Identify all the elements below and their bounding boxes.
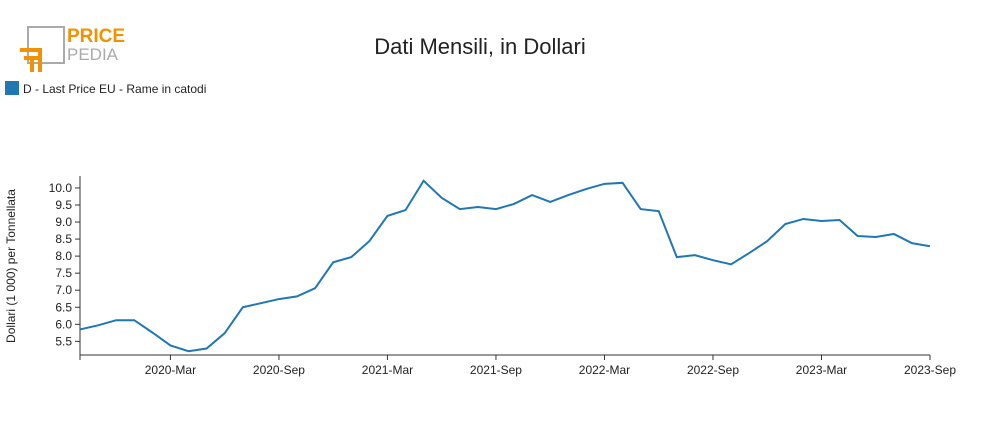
x-tick-label: 2023-Sep: [904, 363, 956, 377]
y-tick-label: 7.5: [55, 266, 72, 280]
y-tick-label: 5.5: [55, 334, 72, 348]
y-tick-label: 8.0: [55, 249, 72, 263]
y-tick-label: 9.5: [55, 198, 72, 212]
logo-mark: [20, 48, 42, 72]
y-axis-label: Dollari (1 000) per Tonnellata: [4, 189, 18, 343]
y-tick-label: 8.5: [55, 232, 72, 246]
logo-text: PEDIA: [67, 45, 119, 64]
y-tick-label: 7.0: [55, 283, 72, 297]
x-tick-label: 2021-Sep: [470, 363, 522, 377]
x-tick-label: 2022-Mar: [579, 363, 630, 377]
legend-label: D - Last Price EU - Rame in catodi: [23, 82, 206, 96]
legend-swatch: [5, 81, 19, 95]
logo-text: PRICE: [67, 26, 125, 47]
x-tick-label: 2022-Sep: [687, 363, 739, 377]
logo: PRICE PEDIA: [20, 26, 125, 72]
chart-title: Dati Mensili, in Dollari: [374, 34, 586, 59]
logo-frame: [27, 26, 65, 64]
x-tick-label: 2020-Mar: [145, 363, 196, 377]
y-tick-label: 6.0: [55, 317, 72, 331]
y-tick-label: 9.0: [55, 215, 72, 229]
line: [79, 179, 931, 353]
x-tick-label: 2023-Mar: [796, 363, 847, 377]
x-tick-label: 2020-Sep: [253, 363, 305, 377]
y-tick-label: 10.0: [49, 181, 73, 195]
y-tick-label: 6.5: [55, 300, 72, 314]
x-tick-label: 2021-Mar: [362, 363, 413, 377]
